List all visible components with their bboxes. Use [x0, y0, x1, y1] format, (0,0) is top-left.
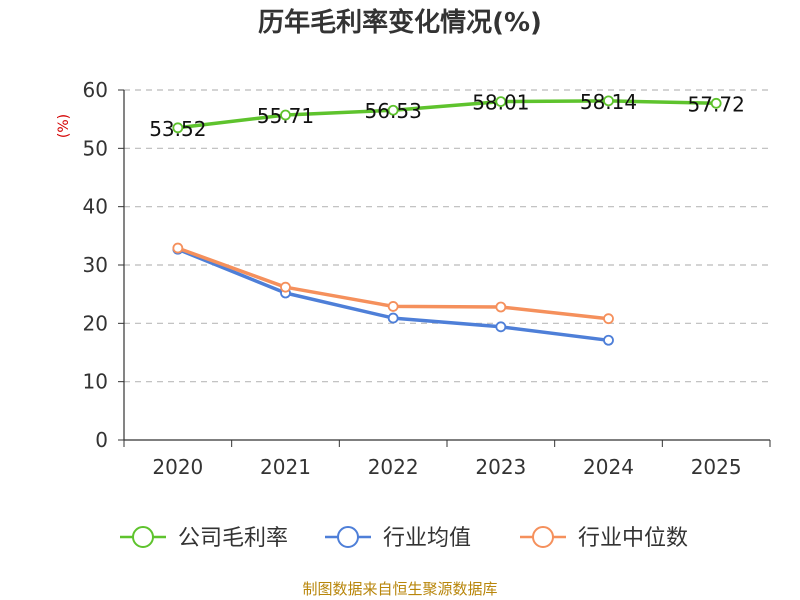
series-line-1 [176, 247, 611, 343]
data-label: 56.53 [365, 99, 422, 123]
axes: 0 10 20 30 40 50 60 2020 2021 2022 2023 2024 2025 [83, 78, 771, 479]
legend-swatch-marker [532, 526, 554, 548]
legend[interactable]: 公司毛利率 行业均值 行业中位数 [120, 526, 688, 551]
data-point[interactable] [280, 281, 291, 293]
legend-swatch-marker [132, 526, 154, 548]
data-point[interactable] [172, 122, 184, 134]
data-point[interactable] [603, 95, 614, 107]
data-label: 57.72 [688, 92, 745, 116]
y-tick-label: 30 [83, 253, 108, 277]
y-tick-label: 0 [95, 428, 108, 452]
x-tick-label: 2022 [368, 455, 419, 479]
data-label: 58.14 [580, 90, 637, 114]
y-tick-label: 50 [83, 136, 108, 160]
data-point[interactable] [387, 312, 399, 324]
chart-title: 历年毛利率变化情况(%) [258, 7, 542, 38]
source-note: 制图数据来自恒生聚源数据库 [302, 580, 497, 598]
y-axis-unit: (%) [56, 114, 72, 138]
y-tick-label: 40 [83, 195, 108, 219]
y-tick-label: 60 [83, 78, 108, 102]
data-point[interactable] [495, 301, 507, 313]
grid-lines [124, 89, 770, 383]
data-point[interactable] [495, 96, 507, 108]
data-label: 53.52 [149, 117, 206, 141]
data-point[interactable] [387, 301, 399, 312]
y-tick-label: 10 [83, 370, 108, 394]
legend-label: 公司毛利率 [178, 526, 288, 551]
legend-item-2[interactable]: 行业中位数 [520, 526, 688, 551]
data-label: 55.71 [257, 104, 314, 128]
legend-label: 行业中位数 [578, 526, 688, 551]
x-tick-label: 2025 [691, 455, 742, 479]
y-tick-label: 20 [83, 311, 108, 335]
series-group [172, 95, 722, 346]
legend-item-1[interactable]: 行业均值 [325, 526, 471, 551]
series-line-0 [176, 99, 718, 130]
data-point[interactable] [603, 313, 614, 325]
data-point[interactable] [172, 242, 184, 254]
legend-swatch-marker [337, 526, 359, 548]
data-point[interactable] [387, 104, 399, 116]
data-point[interactable] [710, 97, 722, 109]
x-tick-label: 2024 [583, 455, 634, 479]
legend-item-0[interactable]: 公司毛利率 [120, 526, 288, 551]
data-point[interactable] [495, 321, 507, 333]
x-tick-label: 2021 [260, 455, 311, 479]
x-tick-label: 2023 [475, 455, 526, 479]
data-label: 58.01 [472, 91, 529, 115]
data-point[interactable] [603, 334, 614, 346]
x-tick-label: 2020 [152, 455, 203, 479]
data-point[interactable] [280, 109, 291, 121]
legend-label: 行业均值 [383, 526, 471, 551]
data-labels: 53.52 55.71 56.53 58.01 58.14 57.72 [149, 90, 745, 141]
